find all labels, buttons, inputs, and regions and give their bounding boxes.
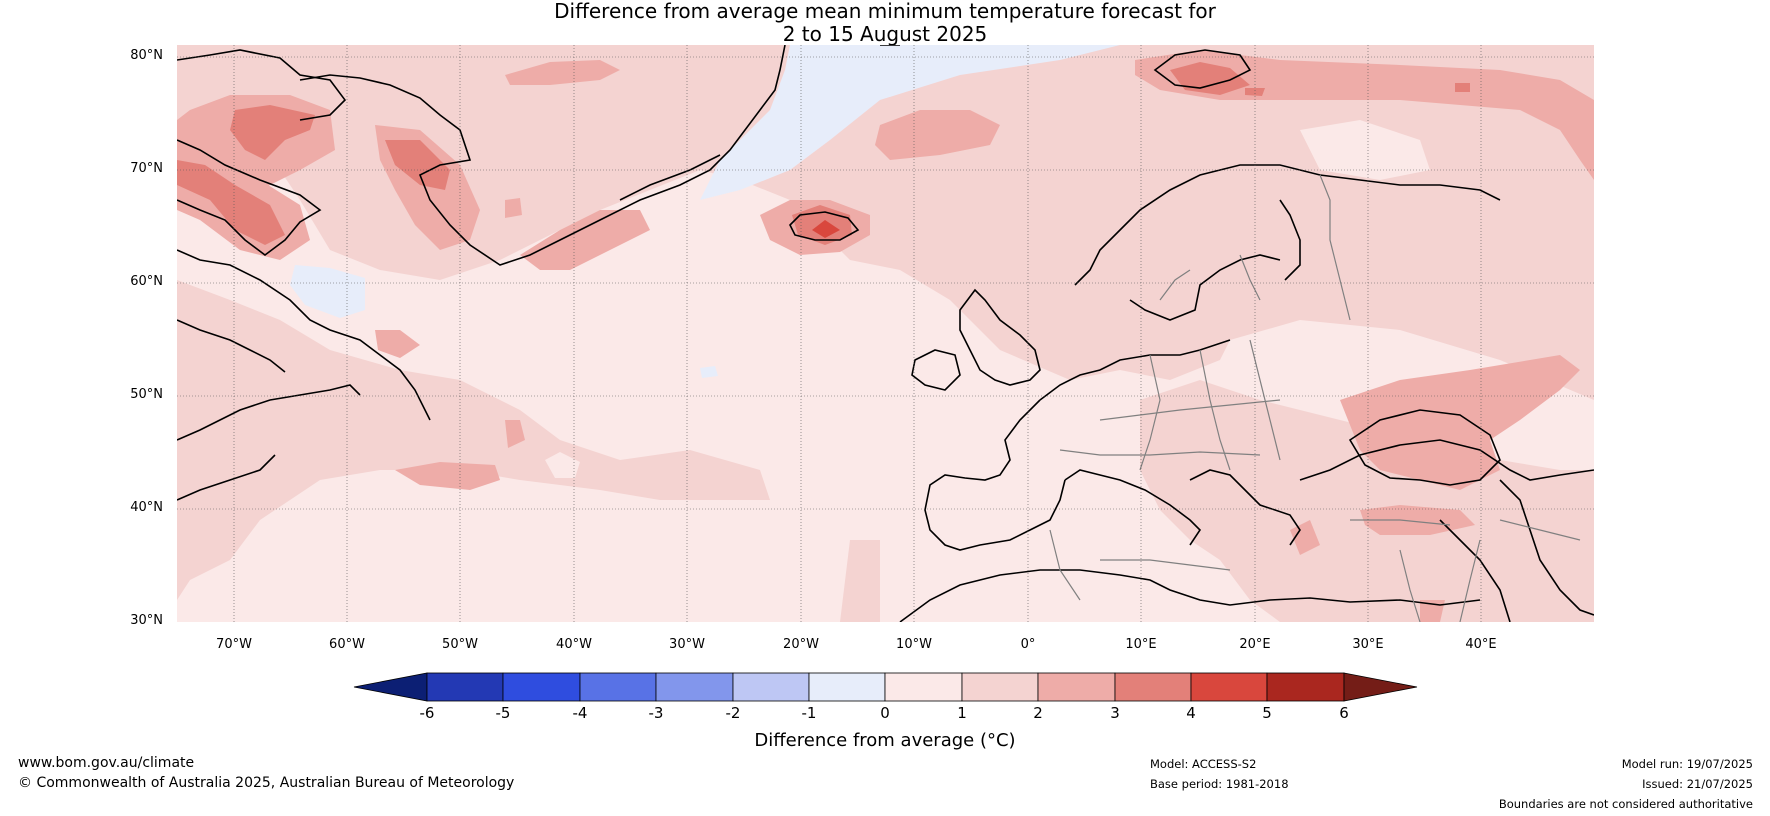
colorbar-tick: 2: [1033, 704, 1043, 722]
colorbar-swatch: [1037, 672, 1116, 702]
colorbar-tick: 3: [1110, 704, 1120, 722]
colorbar-tick: -2: [725, 704, 741, 722]
map-plot-area: [177, 45, 1594, 622]
colorbar-swatch: [579, 672, 657, 702]
borders: [1049, 174, 1581, 622]
base-period-text: Base period: 1981-2018: [1150, 777, 1289, 791]
lon-label: 40°E: [1465, 637, 1497, 652]
colorbar-tick: 1: [957, 704, 967, 722]
lat-label: 60°N: [130, 274, 163, 289]
colorbar-tick: -6: [419, 704, 435, 722]
colorbar-tick: 6: [1339, 704, 1349, 722]
colorbar-swatch: [884, 672, 963, 702]
colorbar-swatch: [1266, 672, 1345, 702]
map-title-line-2: 2 to 15 August 2025: [782, 22, 988, 46]
colorbar-arrow-high: [1343, 672, 1418, 702]
colorbar-tick: -1: [801, 704, 817, 722]
lat-label: 70°N: [130, 161, 163, 176]
lon-label: 50°W: [442, 637, 478, 652]
lon-label: 30°E: [1352, 637, 1384, 652]
model-run-text: Model run: 19/07/2025: [1621, 757, 1753, 771]
map-title-line-1: Difference from average mean minimum tem…: [554, 0, 1216, 23]
colorbar-tick: -3: [648, 704, 664, 722]
colorbar-swatch: [426, 672, 504, 702]
colorbar-tick: -5: [495, 704, 511, 722]
lon-label: 20°W: [783, 637, 819, 652]
anomaly-1-2-regions: [177, 45, 1594, 622]
colorbar-tick: 5: [1262, 704, 1272, 722]
colorbar-swatch: [732, 672, 810, 702]
coastlines: [177, 45, 1594, 622]
colorbar-label: Difference from average (°C): [754, 730, 1016, 751]
colorbar-swatch: [655, 672, 734, 702]
website-link[interactable]: www.bom.gov.au/climate: [18, 755, 195, 771]
anomaly-4-5-region: [812, 220, 840, 238]
colorbar-tick: 0: [880, 704, 890, 722]
lon-label: 10°E: [1125, 637, 1157, 652]
graticule: [177, 45, 1594, 622]
lat-label: 50°N: [130, 387, 163, 402]
lat-label: 40°N: [130, 500, 163, 515]
colorbar: [353, 672, 1418, 702]
copyright-text: © Commonwealth of Australia 2025, Austra…: [18, 775, 515, 791]
colorbar-tick: 4: [1186, 704, 1196, 722]
colorbar-tick: -4: [572, 704, 588, 722]
colorbar-swatch: [502, 672, 581, 702]
colorbar-swatch: [1114, 672, 1192, 702]
colorbar-arrow-low: [353, 672, 428, 702]
lon-label: 30°W: [669, 637, 705, 652]
lon-label: 70°W: [216, 637, 252, 652]
lon-label: 20°E: [1239, 637, 1271, 652]
colorbar-swatch: [808, 672, 886, 702]
colorbar-swatch: [1190, 672, 1268, 702]
disclaimer-text: Boundaries are not considered authoritat…: [1498, 797, 1753, 811]
lon-label: 60°W: [329, 637, 365, 652]
lat-label: 30°N: [130, 613, 163, 628]
colorbar-swatch: [961, 672, 1039, 702]
lon-label: 0°: [1020, 637, 1036, 652]
lon-label: 10°W: [896, 637, 932, 652]
lat-label: 80°N: [130, 48, 163, 63]
issued-text: Issued: 21/07/2025: [1642, 777, 1753, 791]
cool-anomaly-regions: [290, 45, 1120, 478]
lon-label: 40°W: [556, 637, 592, 652]
model-text: Model: ACCESS-S2: [1150, 757, 1257, 771]
